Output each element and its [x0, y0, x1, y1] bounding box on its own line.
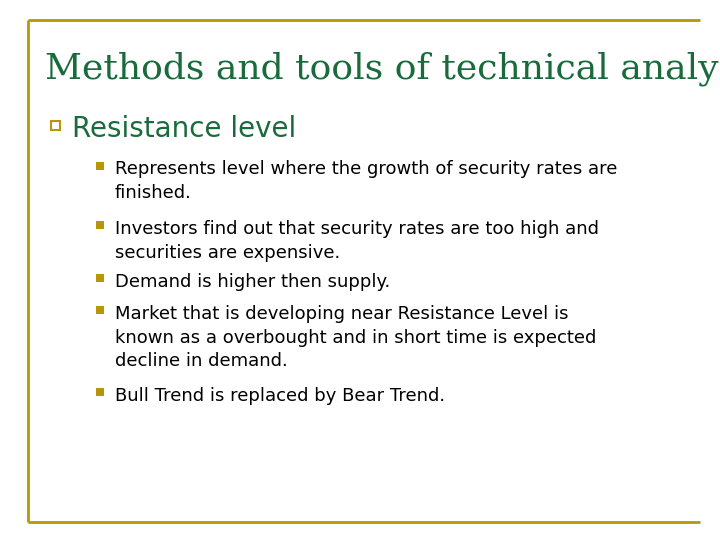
- Text: Demand is higher then supply.: Demand is higher then supply.: [115, 273, 390, 291]
- Bar: [96, 274, 104, 282]
- Text: Resistance level: Resistance level: [72, 115, 296, 143]
- Text: Bull Trend is replaced by Bear Trend.: Bull Trend is replaced by Bear Trend.: [115, 387, 445, 405]
- Text: Market that is developing near Resistance Level is
known as a overbought and in : Market that is developing near Resistanc…: [115, 305, 596, 370]
- Text: Methods and tools of technical analysis: Methods and tools of technical analysis: [45, 52, 720, 86]
- Bar: [96, 162, 104, 170]
- Bar: [50, 120, 60, 130]
- Bar: [96, 306, 104, 314]
- Bar: [96, 388, 104, 396]
- Text: Represents level where the growth of security rates are
finished.: Represents level where the growth of sec…: [115, 160, 617, 201]
- Bar: [96, 221, 104, 229]
- Text: Investors find out that security rates are too high and
securities are expensive: Investors find out that security rates a…: [115, 220, 599, 261]
